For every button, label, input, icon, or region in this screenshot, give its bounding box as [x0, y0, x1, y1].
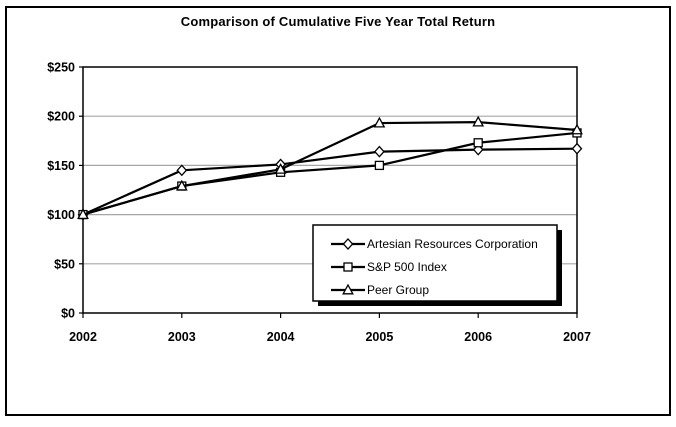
legend-box [312, 224, 558, 302]
triangle-marker [571, 123, 583, 135]
series-line [82, 147, 578, 216]
chart-title: Comparison of Cumulative Five Year Total… [180, 14, 496, 29]
diamond-marker [571, 142, 583, 155]
y-axis-label: $0 [61, 307, 75, 321]
legend-item-artesian-resources-corporation: Artesian Resources Corporation [331, 237, 538, 251]
legend-label: Artesian Resources Corporation [367, 237, 538, 251]
triangle-marker [274, 162, 287, 174]
x-axis-label: 2004 [267, 330, 295, 344]
triangle-marker [342, 283, 354, 295]
triangle-marker [175, 179, 188, 191]
y-axis-label: $250 [47, 61, 75, 75]
legend-item-peer-group: Peer Group [331, 283, 429, 297]
y-axis-label: $200 [47, 110, 75, 124]
plot-border [82, 66, 578, 314]
series-artesian-resources-corporation [77, 142, 583, 221]
y-axis-label: $100 [47, 208, 75, 222]
legend-label: Peer Group [367, 283, 429, 297]
legend-item-s-p-500-index: S&P 500 Index [331, 260, 447, 274]
series-s-p-500-index [78, 128, 582, 220]
y-axis-label: $150 [47, 159, 75, 173]
x-axis-label: 2003 [168, 330, 196, 344]
series-line [82, 121, 578, 216]
square-marker [473, 138, 483, 148]
series-peer-group [77, 115, 583, 220]
y-axis-label: $50 [54, 257, 75, 271]
triangle-marker [472, 115, 485, 127]
x-axis-label: 2005 [365, 330, 393, 344]
x-axis-label: 2007 [563, 330, 591, 344]
triangle-marker [77, 208, 89, 220]
square-marker [374, 160, 385, 171]
x-axis-label: 2006 [464, 330, 492, 344]
chart-frame [5, 6, 671, 416]
x-axis-label: 2002 [69, 330, 97, 344]
diamond-marker [374, 145, 385, 158]
square-marker [343, 262, 353, 272]
triangle-marker [373, 116, 386, 128]
diamond-marker [342, 238, 354, 250]
legend: Artesian Resources Corporation S&P 500 In… [312, 224, 562, 306]
diamond-marker [176, 164, 188, 177]
legend-label: S&P 500 Index [367, 260, 447, 274]
